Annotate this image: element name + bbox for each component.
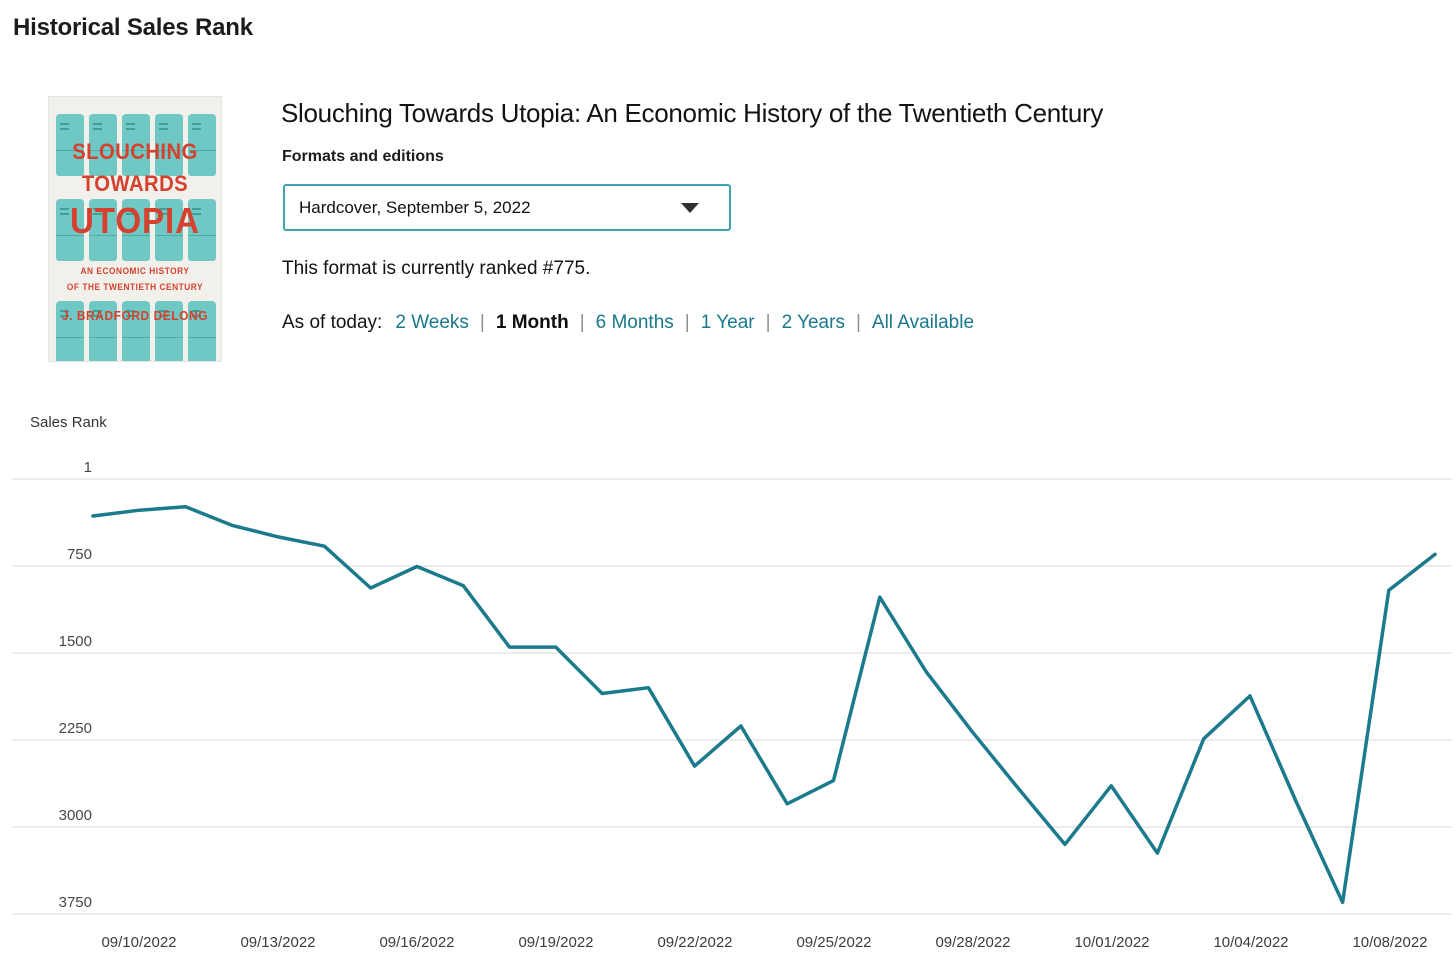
cover-title-line2: TOWARDS [81, 171, 189, 196]
cover-title-line1: SLOUCHING [72, 139, 198, 164]
x-tick-label: 09/10/2022 [101, 934, 176, 951]
y-axis-title: Sales Rank [30, 414, 107, 431]
formats-editions-label: Formats and editions [282, 148, 444, 165]
x-tick-label: 10/08/2022 [1352, 934, 1427, 951]
x-tick-label: 09/28/2022 [935, 934, 1010, 951]
format-dropdown[interactable]: Hardcover, September 5, 2022 [283, 184, 731, 231]
cover-fridge-row [56, 199, 216, 261]
y-tick-label: 2250 [59, 720, 92, 737]
page-title: Historical Sales Rank [13, 14, 253, 41]
range-separator: | [684, 312, 690, 333]
x-tick-label: 09/22/2022 [657, 934, 732, 951]
book-title: Slouching Towards Utopia: An Economic Hi… [281, 98, 1104, 128]
fridge-icon [188, 114, 216, 176]
range-2-weeks[interactable]: 2 Weeks [395, 312, 469, 333]
cover-author: J. BRADFORD DELONG [61, 308, 209, 323]
y-tick-label: 750 [67, 546, 92, 563]
fridge-icon [56, 301, 84, 361]
range-separator: | [765, 312, 771, 333]
as-of-today-label: As of today: [282, 312, 383, 333]
fridge-icon [89, 301, 117, 361]
cover-title-line3: UTOPIA [69, 200, 201, 241]
cover-fridge-row [56, 114, 216, 176]
range-1-month[interactable]: 1 Month [495, 312, 569, 333]
x-tick-label: 09/19/2022 [518, 934, 593, 951]
fridge-icon [188, 199, 216, 261]
cover-subtitle-line2: OF THE TWENTIETH CENTURY [66, 282, 204, 292]
chevron-down-icon [681, 202, 699, 213]
y-tick-label: 3750 [59, 894, 92, 911]
y-tick-label: 1500 [59, 633, 92, 650]
x-tick-label: 09/13/2022 [240, 934, 315, 951]
time-range-selector: As of today: 2 Weeks | 1 Month | 6 Month… [282, 312, 974, 334]
fridge-icon [56, 114, 84, 176]
y-tick-label: 3000 [59, 807, 92, 824]
range-separator: | [479, 312, 485, 333]
fridge-icon [122, 199, 150, 261]
fridge-icon [155, 114, 183, 176]
range-6-months[interactable]: 6 Months [595, 312, 674, 333]
book-cover: SLOUCHING TOWARDS UTOPIA AN ECONOMIC HIS… [48, 96, 222, 362]
fridge-icon [56, 199, 84, 261]
sales-rank-chart-container: Sales Rank 1 750 1500 2250 3000 3750 09/10/2022… [0, 400, 1456, 956]
fridge-icon [155, 301, 183, 361]
fridge-icon [89, 199, 117, 261]
cover-fridge-row [56, 301, 216, 361]
x-tick-label: 10/01/2022 [1074, 934, 1149, 951]
rank-line [91, 504, 1437, 905]
fridge-icon [155, 199, 183, 261]
fridge-icon [89, 114, 117, 176]
range-separator: | [855, 312, 861, 333]
fridge-icon [122, 301, 150, 361]
x-tick-label: 09/16/2022 [379, 934, 454, 951]
range-separator: | [579, 312, 585, 333]
fridge-icon [188, 301, 216, 361]
range-2-years[interactable]: 2 Years [781, 312, 845, 333]
range-all-available[interactable]: All Available [871, 312, 975, 333]
current-rank-text: This format is currently ranked #775. [282, 258, 591, 279]
range-1-year[interactable]: 1 Year [700, 312, 755, 333]
format-dropdown-value: Hardcover, September 5, 2022 [299, 197, 531, 217]
y-tick-label: 1 [84, 459, 92, 476]
cover-subtitle-line1: AN ECONOMIC HISTORY [80, 266, 190, 276]
fridge-icon [122, 114, 150, 176]
x-tick-label: 09/25/2022 [796, 934, 871, 951]
sales-rank-chart: Sales Rank 1 750 1500 2250 3000 3750 09/10/2022… [12, 414, 1452, 951]
x-tick-label: 10/04/2022 [1213, 934, 1288, 951]
